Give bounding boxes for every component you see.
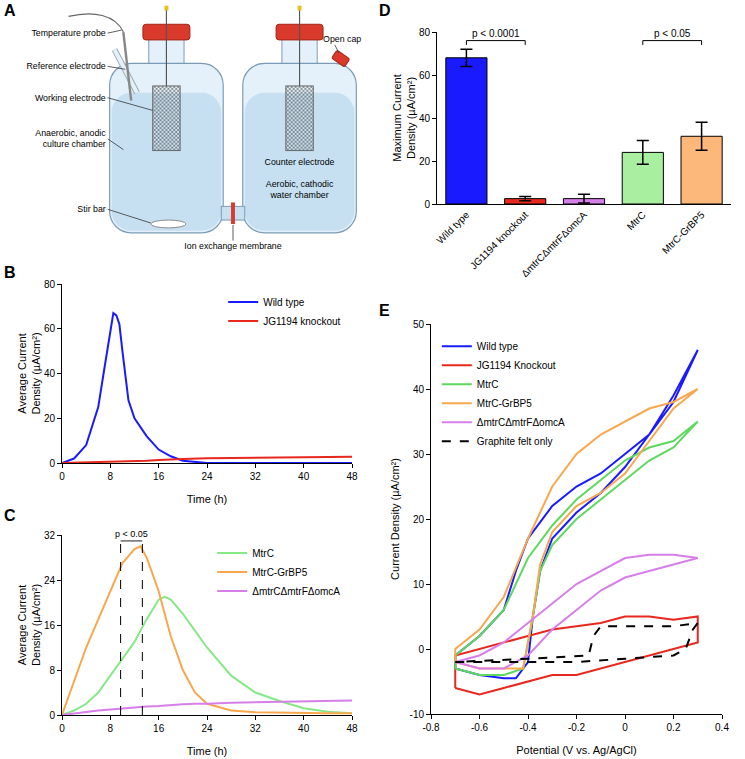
svg-text:0: 0: [59, 471, 65, 482]
svg-text:Ion exchange membrane: Ion exchange membrane: [184, 241, 281, 251]
svg-text:50: 50: [413, 319, 425, 330]
svg-text:Open cap: Open cap: [323, 34, 361, 44]
html-text:C: C: [4, 507, 16, 524]
svg-text:80: 80: [419, 27, 431, 38]
svg-text:24: 24: [201, 723, 213, 734]
html-text:E: E: [379, 302, 390, 319]
svg-text:Wild type: Wild type: [434, 209, 471, 246]
svg-text:Maximum CurrentDensity (µA/cm²: Maximum CurrentDensity (µA/cm²): [391, 74, 417, 161]
svg-text:32: 32: [250, 723, 262, 734]
svg-text:Time (h): Time (h): [187, 493, 228, 505]
svg-text:-10: -10: [410, 709, 425, 720]
svg-text:-0.8: -0.8: [422, 722, 440, 733]
svg-text:ΔmtrCΔmtrFΔomcA: ΔmtrCΔmtrFΔomcA: [252, 586, 340, 597]
svg-text:16: 16: [153, 471, 165, 482]
svg-text:30: 30: [413, 449, 425, 460]
svg-text:Counter electrode: Counter electrode: [265, 157, 335, 167]
svg-text:JG1194 Knockout: JG1194 Knockout: [477, 360, 556, 371]
svg-text:16: 16: [153, 723, 165, 734]
svg-text:MtrC-GrBP5: MtrC-GrBP5: [252, 567, 307, 578]
svg-text:-0.4: -0.4: [519, 722, 537, 733]
svg-text:0: 0: [418, 644, 424, 655]
html-text:D: D: [379, 2, 391, 19]
svg-text:Wild type: Wild type: [477, 341, 519, 352]
svg-text:MtrC-GrBP5: MtrC-GrBP5: [477, 398, 532, 409]
html-text:A: A: [4, 2, 16, 19]
svg-text:Potential (V vs. Ag/AgCl): Potential (V vs. Ag/AgCl): [516, 744, 636, 756]
svg-text:Average CurrentDensity (µA/cm²: Average CurrentDensity (µA/cm²): [16, 332, 42, 414]
svg-text:24: 24: [44, 575, 56, 586]
svg-text:8: 8: [49, 665, 55, 676]
svg-text:Current Density (µA/cm²): Current Density (µA/cm²): [389, 458, 401, 580]
svg-text:32: 32: [250, 471, 262, 482]
svg-text:Temperature probe: Temperature probe: [31, 28, 105, 38]
svg-text:24: 24: [201, 471, 213, 482]
svg-text:Time (h): Time (h): [187, 745, 228, 757]
svg-text:0: 0: [49, 710, 55, 721]
svg-text:0.4: 0.4: [715, 722, 729, 733]
svg-text:Graphite felt only: Graphite felt only: [477, 436, 553, 447]
svg-text:48: 48: [346, 723, 358, 734]
svg-text:Average CurrentDensity (µA/cm²: Average CurrentDensity (µA/cm²): [16, 584, 42, 666]
svg-text:40: 40: [298, 723, 310, 734]
svg-text:8: 8: [108, 471, 114, 482]
svg-text:Reference electrode: Reference electrode: [26, 61, 105, 71]
svg-text:Wild type: Wild type: [263, 297, 305, 308]
svg-text:60: 60: [44, 323, 56, 334]
svg-text:8: 8: [108, 723, 114, 734]
svg-text:p < 0.0001: p < 0.0001: [472, 28, 520, 39]
svg-text:60: 60: [419, 70, 431, 81]
svg-text:Working electrode: Working electrode: [35, 93, 106, 103]
svg-text:-0.2: -0.2: [568, 722, 586, 733]
svg-text:-0.6: -0.6: [471, 722, 489, 733]
svg-text:32: 32: [44, 530, 56, 541]
svg-text:20: 20: [419, 156, 431, 167]
svg-text:JG1194 knockout: JG1194 knockout: [263, 316, 340, 327]
svg-text:40: 40: [419, 113, 431, 124]
svg-text:40: 40: [413, 384, 425, 395]
svg-text:20: 20: [44, 413, 56, 424]
svg-text:16: 16: [44, 620, 56, 631]
svg-text:0: 0: [622, 722, 628, 733]
svg-text:20: 20: [413, 514, 425, 525]
svg-text:ΔmtrCΔmtrFΔomcA: ΔmtrCΔmtrFΔomcA: [519, 209, 589, 279]
svg-text:JG1194 knockout: JG1194 knockout: [468, 209, 530, 271]
svg-text:p < 0.05: p < 0.05: [115, 529, 148, 539]
svg-text:MtrC: MtrC: [477, 379, 499, 390]
svg-text:Anaerobic, anodicculture chamb: Anaerobic, anodicculture chamber: [35, 128, 106, 149]
svg-text:Stir bar: Stir bar: [77, 204, 105, 214]
html-text:B: B: [4, 264, 16, 281]
svg-text:0: 0: [59, 723, 65, 734]
svg-text:MtrC: MtrC: [625, 209, 648, 232]
svg-text:p < 0.05: p < 0.05: [654, 28, 691, 39]
svg-text:48: 48: [346, 471, 358, 482]
svg-text:Aerobic, cathodicwater chamber: Aerobic, cathodicwater chamber: [266, 179, 334, 200]
svg-text:0.2: 0.2: [667, 722, 681, 733]
svg-text:0: 0: [424, 199, 430, 210]
svg-text:10: 10: [413, 579, 425, 590]
svg-text:0: 0: [49, 458, 55, 469]
svg-text:40: 40: [298, 471, 310, 482]
svg-text:40: 40: [44, 368, 56, 379]
svg-text:ΔmtrCΔmtrFΔomcA: ΔmtrCΔmtrFΔomcA: [477, 417, 565, 428]
svg-text:MtrC: MtrC: [252, 548, 274, 559]
svg-text:MtrC-GrBP5: MtrC-GrBP5: [660, 209, 707, 256]
svg-text:80: 80: [44, 279, 56, 290]
